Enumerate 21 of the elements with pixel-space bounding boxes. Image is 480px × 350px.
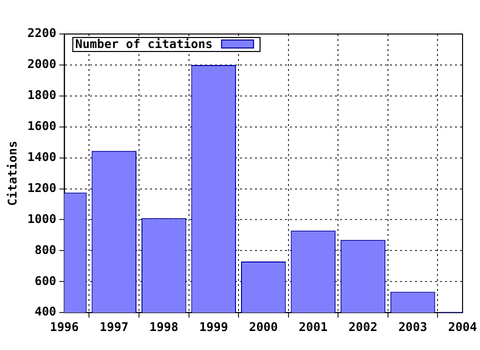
x-tick-label: 2002	[348, 320, 378, 334]
x-tick-label: 2003	[398, 320, 428, 334]
x-tick-label: 1999	[199, 320, 228, 334]
y-tick-label: 1800	[27, 88, 56, 102]
y-tick-label: 800	[34, 242, 56, 257]
y-tick-label: 1000	[27, 212, 56, 226]
y-tick-label: 1200	[27, 180, 56, 195]
x-tick-label: 1998	[149, 320, 178, 334]
y-tick-label: 1600	[27, 118, 56, 133]
y-axis-title: Citations	[5, 140, 20, 206]
x-tick-label: 2004	[448, 320, 478, 334]
y-tick-label: 2200	[27, 26, 56, 40]
x-tick-label: 2000	[248, 320, 278, 334]
legend-label: Number of citations	[75, 37, 213, 52]
x-tick-label: 1997	[100, 320, 129, 334]
y-tick-label: 2000	[27, 57, 56, 72]
x-tick-label: 1996	[50, 320, 79, 334]
x-tick-label: 2001	[298, 320, 328, 334]
y-tick-label: 600	[34, 274, 56, 288]
y-tick-label: 400	[34, 304, 56, 319]
y-tick-label: 1400	[27, 150, 56, 164]
